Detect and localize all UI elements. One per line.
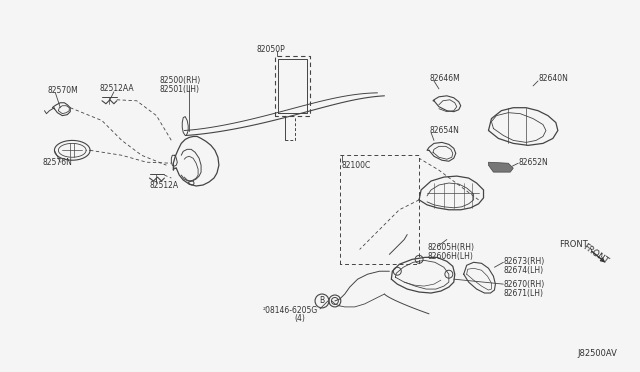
Text: 82673(RH): 82673(RH) xyxy=(503,257,545,266)
Text: 82570M: 82570M xyxy=(47,86,78,95)
Text: FRONT: FRONT xyxy=(559,240,588,249)
Text: 82646M: 82646M xyxy=(429,74,460,83)
Text: (4): (4) xyxy=(295,314,306,323)
Text: 82654N: 82654N xyxy=(429,126,459,135)
Text: ²08146-6205G: ²08146-6205G xyxy=(262,307,318,315)
Polygon shape xyxy=(488,162,513,172)
Text: 82652N: 82652N xyxy=(518,158,548,167)
Text: 82512A: 82512A xyxy=(150,180,179,189)
Text: 82501(LH): 82501(LH) xyxy=(159,85,200,94)
Text: 82671(LH): 82671(LH) xyxy=(503,289,543,298)
Text: 82576N: 82576N xyxy=(42,158,72,167)
Text: 82606H(LH): 82606H(LH) xyxy=(427,252,473,261)
Text: 82674(LH): 82674(LH) xyxy=(503,266,543,275)
Text: 82512AA: 82512AA xyxy=(100,84,134,93)
Text: 82670(RH): 82670(RH) xyxy=(503,280,545,289)
Text: 82605H(RH): 82605H(RH) xyxy=(427,243,474,252)
Text: 82640N: 82640N xyxy=(538,74,568,83)
Text: J82500AV: J82500AV xyxy=(577,349,618,358)
Text: FRONT: FRONT xyxy=(581,243,610,266)
Text: 82050P: 82050P xyxy=(256,45,285,54)
Text: 82500(RH): 82500(RH) xyxy=(159,77,201,86)
Text: 82100C: 82100C xyxy=(342,161,371,170)
Text: B: B xyxy=(319,296,324,305)
